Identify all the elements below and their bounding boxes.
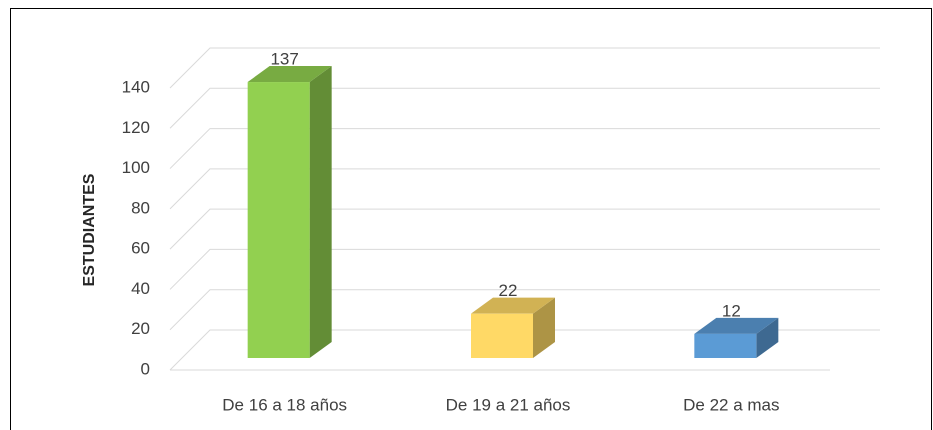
y-tick-label: 140 xyxy=(122,77,150,96)
bar xyxy=(694,333,757,358)
bar-top xyxy=(471,297,555,314)
y-tick-label: 60 xyxy=(131,239,150,258)
bar xyxy=(471,313,533,358)
grid-line xyxy=(169,329,880,371)
y-tick-label: 80 xyxy=(131,198,150,217)
bar-side xyxy=(533,297,555,358)
bar-top xyxy=(247,66,332,83)
grid-line xyxy=(169,208,880,250)
grid-line xyxy=(169,168,880,210)
data-label: 137 xyxy=(270,50,298,69)
y-tick-label: 120 xyxy=(122,118,150,137)
frame xyxy=(10,8,932,430)
grid-line xyxy=(169,248,880,290)
grid-line xyxy=(169,128,880,169)
bar xyxy=(247,82,310,359)
y-tick-label: 0 xyxy=(141,359,150,378)
grid-line xyxy=(169,289,880,331)
y-tick-label: 100 xyxy=(122,158,150,177)
data-label: 22 xyxy=(499,281,518,300)
x-tick-label: De 16 a 18 años xyxy=(222,395,347,414)
y-tick-label: 40 xyxy=(131,279,150,298)
grid-line xyxy=(169,87,880,129)
x-tick-label: De 22 a mas xyxy=(683,395,779,414)
bar-top xyxy=(694,317,779,334)
y-axis-label: ESTUDIANTES xyxy=(81,173,98,286)
bar-side xyxy=(756,317,779,358)
grid-line xyxy=(169,47,880,89)
bar-side xyxy=(309,66,332,359)
data-label: 12 xyxy=(722,301,741,320)
x-tick-label: De 19 a 21 años xyxy=(446,395,571,414)
y-tick-label: 20 xyxy=(131,319,150,338)
